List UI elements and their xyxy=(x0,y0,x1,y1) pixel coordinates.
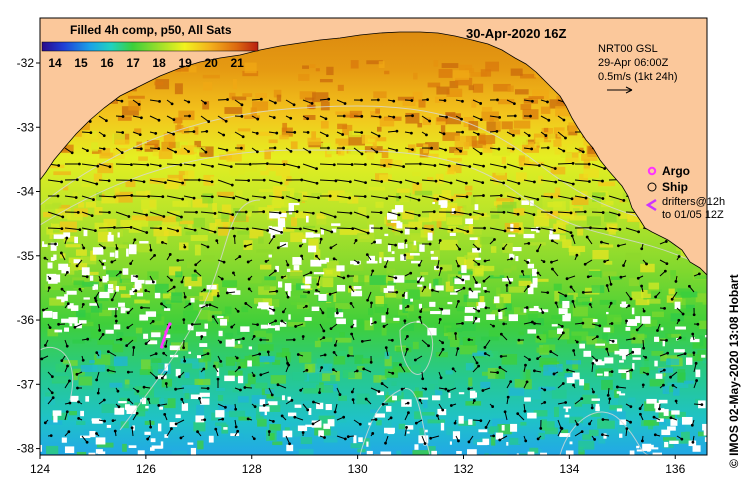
scale-arrow-icon xyxy=(607,86,633,94)
current-info-line-3: 0.5m/s (1kt 24h) xyxy=(598,71,677,83)
current-info-line-1: NRT00 GSL xyxy=(598,43,658,55)
legend-drifters-line-1: drifters@12h xyxy=(662,196,725,208)
legend-argo: Argo xyxy=(647,164,690,178)
colorbar-label: 15 xyxy=(74,56,88,70)
x-tick-label: 124 xyxy=(30,462,50,476)
y-tick-label: -38 xyxy=(17,442,35,456)
y-axis: -32 -33 -34 -35 -36 -37 -38 xyxy=(17,56,40,456)
x-tick-label: 128 xyxy=(242,462,262,476)
x-tick-label: 132 xyxy=(453,462,473,476)
drifter-track xyxy=(159,322,172,349)
legend-ship-label: Ship xyxy=(662,180,688,194)
x-axis: 124 126 128 130 132 134 136 xyxy=(30,455,686,476)
x-tick-label: 126 xyxy=(136,462,156,476)
argo-marker-icon xyxy=(647,166,657,176)
current-info: NRT00 GSL 29-Apr 06:00Z 0.5m/s (1kt 24h) xyxy=(598,43,677,94)
colorbar-gradient xyxy=(41,41,259,52)
colorbar-label: 19 xyxy=(178,56,192,70)
colorbar-label: 18 xyxy=(152,56,166,70)
colorbar-label: 17 xyxy=(126,56,140,70)
legend-argo-label: Argo xyxy=(662,164,690,178)
y-tick-label: -36 xyxy=(17,313,35,327)
sea-surface-temperature-field xyxy=(40,18,707,455)
drifter-track-dots xyxy=(160,322,172,349)
credit-text: © IMOS 02-May-2020 13:08 Hobart xyxy=(727,274,741,468)
y-tick-label: -33 xyxy=(17,120,35,134)
colorbar-label: 16 xyxy=(100,56,114,70)
x-tick-label: 130 xyxy=(348,462,368,476)
plot-frame xyxy=(39,17,708,456)
y-tick-label: -37 xyxy=(17,377,35,391)
x-tick-label: 134 xyxy=(559,462,579,476)
legend-drifters-line-2: to 01/05 12Z xyxy=(662,209,724,221)
current-info-line-2: 29-Apr 06:00Z xyxy=(598,57,669,69)
colorbar: Filled 4h comp, p50, All Sats 14 15 16 17 18… xyxy=(41,23,259,70)
colorbar-label: 21 xyxy=(231,56,245,70)
map-title: Filled 4h comp, p50, All Sats xyxy=(70,23,232,37)
y-tick-label: -35 xyxy=(17,249,35,263)
drifter-marker-icon xyxy=(645,198,657,212)
x-tick-label: 136 xyxy=(665,462,685,476)
y-tick-label: -32 xyxy=(17,56,35,70)
y-tick-label: -34 xyxy=(17,185,35,199)
legend-ship: Ship xyxy=(647,180,688,194)
ship-marker-icon xyxy=(647,182,657,192)
map-date: 30-Apr-2020 16Z xyxy=(466,26,566,41)
legend-drifters: drifters@12h to 01/05 12Z xyxy=(645,196,725,221)
colorbar-label: 14 xyxy=(48,56,62,70)
colorbar-label: 20 xyxy=(204,56,218,70)
legend: Argo Ship drifters@12h to 01/05 12Z xyxy=(645,164,725,221)
